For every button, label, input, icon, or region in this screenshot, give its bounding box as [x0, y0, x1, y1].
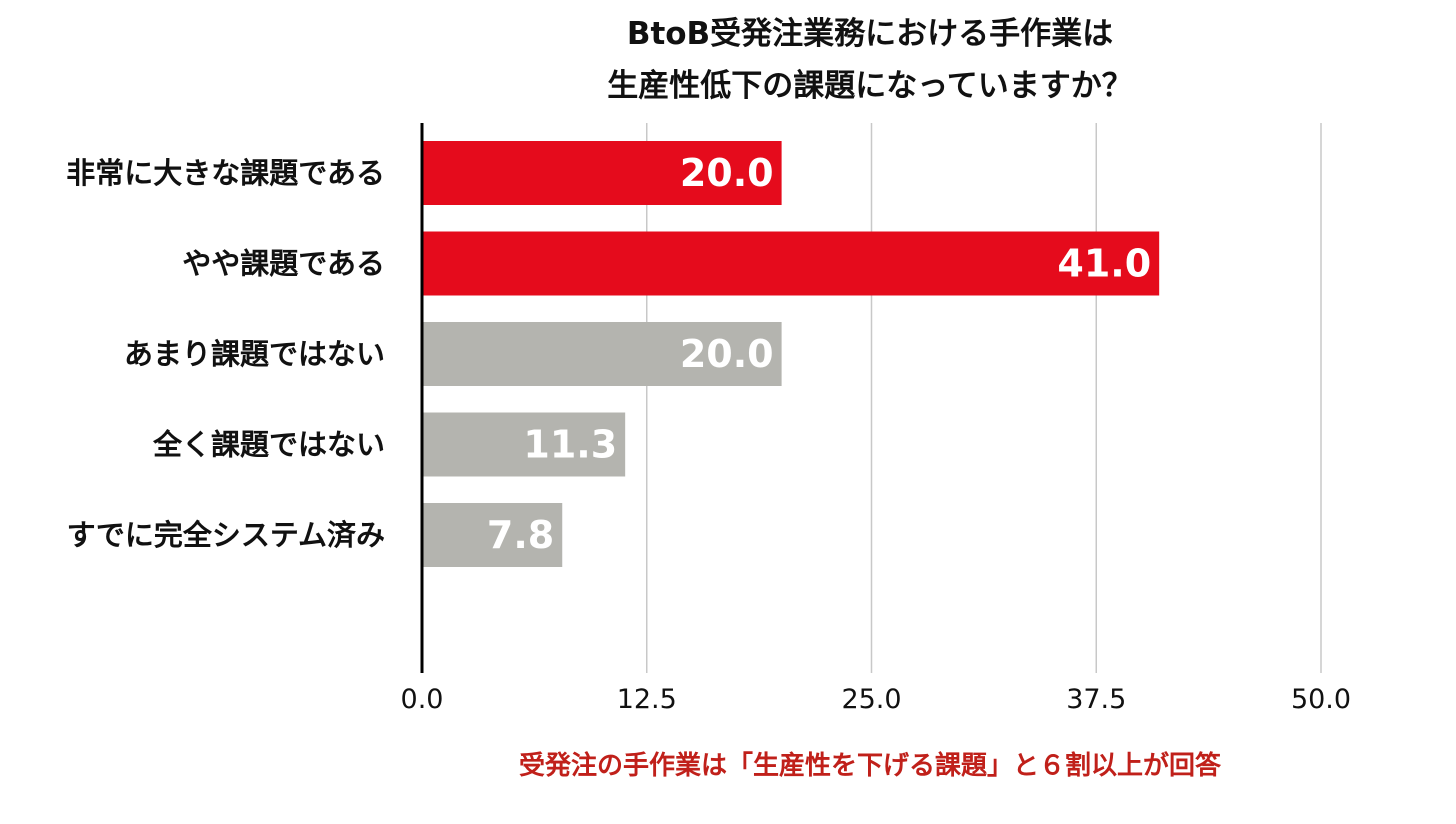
summary-note: 受発注の手作業は「生産性を下げる課題」と６割以上が回答: [518, 751, 1221, 781]
bar: [422, 503, 563, 567]
chart-title-line2: 生産性低下の課題になっていますか？: [607, 68, 1133, 104]
x-tick-label: 12.5: [617, 684, 677, 715]
bar: [422, 231, 1160, 296]
x-tick-label: 25.0: [841, 684, 901, 715]
x-tick-label: 0.0: [401, 684, 444, 715]
category-label: やや課題である: [182, 247, 385, 281]
bar-value-label: 20.0: [680, 332, 774, 376]
x-tick-label: 37.5: [1066, 684, 1126, 715]
bar-value-label: 20.0: [680, 151, 774, 195]
bar-value-label: 41.0: [1057, 242, 1151, 286]
category-label: 全く課題ではない: [152, 428, 385, 462]
x-tick-label: 50.0: [1291, 684, 1351, 715]
bar-value-label: 7.8: [487, 513, 554, 557]
category-label: 非常に大きな課題である: [66, 156, 385, 190]
bar-value-label: 11.3: [523, 423, 617, 467]
bar: [422, 141, 782, 205]
category-label: すでに完全システム済み: [67, 518, 385, 552]
bar: [422, 322, 782, 386]
category-label: あまり課題ではない: [124, 337, 385, 371]
chart-title-line1: BtoB受発注業務における手作業は: [626, 16, 1114, 52]
bar: [422, 412, 626, 477]
